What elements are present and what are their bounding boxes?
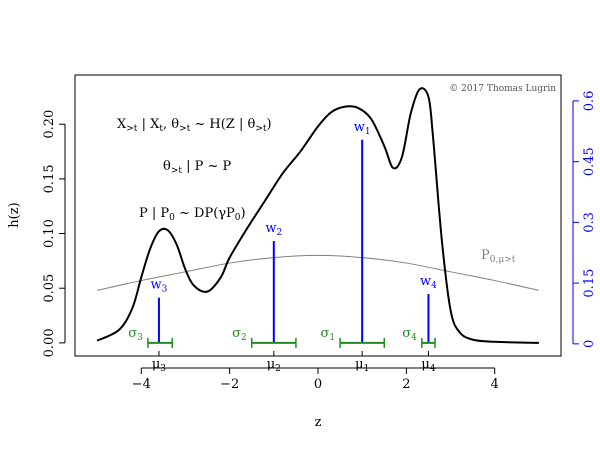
y2-tick-label: 0.15 [582, 269, 597, 298]
y2-tick-label: 0.6 [582, 91, 597, 112]
sigma-label-2: σ2 [232, 326, 247, 343]
base-measure-label: P0,μ>t [481, 248, 516, 265]
x-axis-label: z [315, 415, 322, 430]
density-layer [96, 87, 539, 344]
x-tick-label: 2 [402, 377, 410, 392]
x-axis: −4 −2 0 2 4 [132, 367, 499, 392]
y-tick-label: 0.05 [42, 274, 57, 303]
x-tick-label: −4 [132, 377, 151, 392]
density-line [96, 87, 539, 344]
copyright-text: © 2017 Thomas Lugrin [449, 84, 556, 94]
weight-label-1: w3 [151, 278, 168, 295]
weight-label-2: w2 [265, 221, 282, 238]
annotation-line-1: X>t | Xt, θ>t ~ H(Z | θ>t) [117, 117, 272, 134]
y-tick-label: 0.00 [42, 328, 57, 357]
annotation-line-2: θ>t | P ~ P [163, 159, 232, 176]
sigma-label-4: σ4 [402, 326, 417, 343]
y-axis-left: 0.00 0.05 0.10 0.15 0.20 [42, 110, 66, 357]
y-tick-label: 0.10 [42, 219, 57, 248]
x-tick-label: −2 [220, 377, 239, 392]
sigma-label-1: σ3 [128, 326, 143, 343]
y-axis-right: 0 0.15 0.3 0.45 0.6 [572, 91, 597, 348]
annotation-line-3: P | P0 ~ DP(γP0) [139, 206, 246, 223]
plot-frame [74, 74, 562, 357]
base-measure-layer [96, 254, 540, 291]
y2-tick-label: 0.3 [582, 212, 597, 233]
x-tick-label: 4 [491, 377, 499, 392]
y2-tick-label: 0 [582, 340, 597, 348]
y-tick-label: 0.15 [42, 164, 57, 193]
y-axis-label: h(z) [7, 202, 22, 227]
y2-tick-label: 0.45 [582, 147, 597, 176]
mu-label-4: μ4 [421, 357, 435, 374]
mu-label-1: μ3 [152, 357, 166, 374]
weight-label-3: w1 [354, 120, 371, 137]
base-measure-line [96, 254, 540, 291]
mu-label-2: μ2 [267, 357, 281, 374]
x-tick-label: 0 [314, 377, 322, 392]
weight-label-4: w4 [420, 274, 437, 291]
mu-label-3: μ1 [355, 357, 369, 374]
sigma-label-3: σ1 [320, 326, 335, 343]
y-tick-label: 0.20 [42, 110, 57, 139]
